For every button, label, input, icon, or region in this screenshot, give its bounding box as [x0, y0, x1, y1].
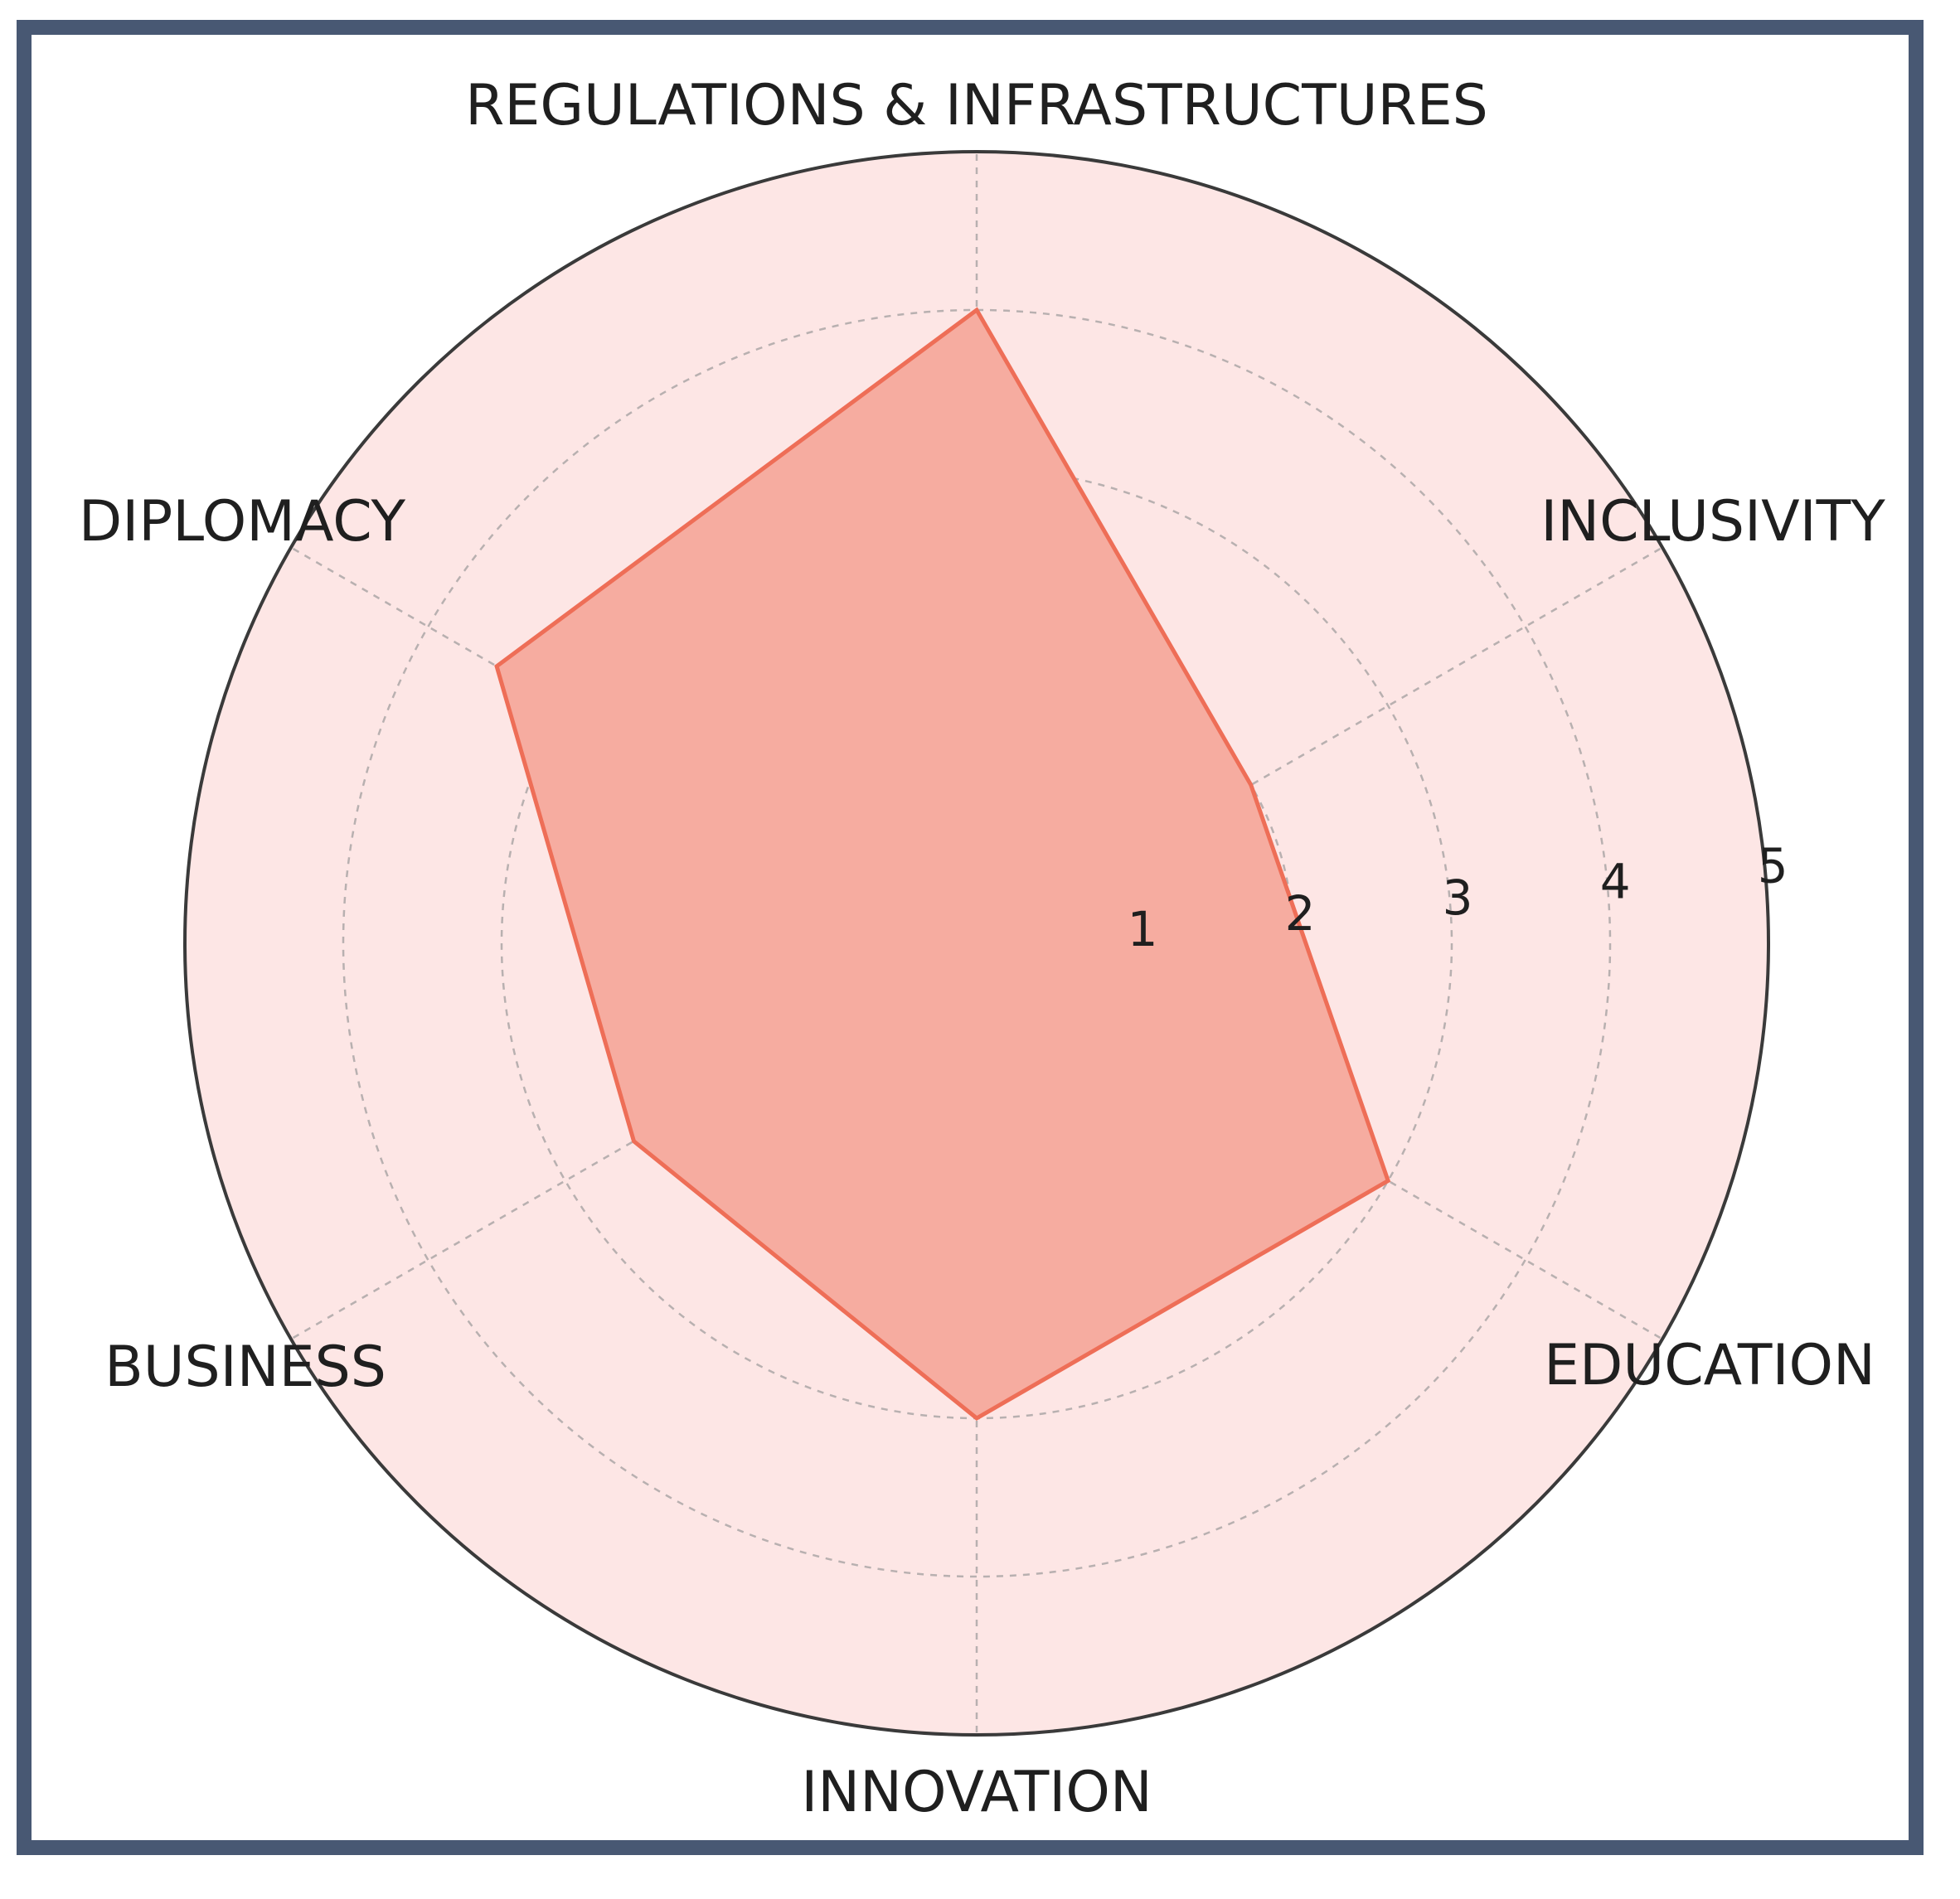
axis-label: REGULATIONS & INFRASTRUCTURES — [465, 73, 1488, 138]
axis-label: BUSINESS — [104, 1335, 386, 1400]
axis-label: DIPLOMACY — [79, 489, 406, 555]
outer-circle — [183, 150, 1770, 1737]
axis-label: EDUCATION — [1544, 1333, 1875, 1398]
r-tick-label: 1 — [1128, 901, 1158, 957]
grid-ring — [342, 308, 1612, 1578]
r-tick-label: 5 — [1758, 838, 1788, 894]
data-polygon — [494, 307, 1391, 1422]
r-tick-label: 4 — [1600, 854, 1631, 910]
axis-label: INNOVATION — [801, 1760, 1152, 1825]
axis-label: INCLUSIVITY — [1540, 489, 1885, 555]
r-tick-label: 3 — [1443, 870, 1473, 926]
r-tick-label: 2 — [1285, 885, 1316, 942]
